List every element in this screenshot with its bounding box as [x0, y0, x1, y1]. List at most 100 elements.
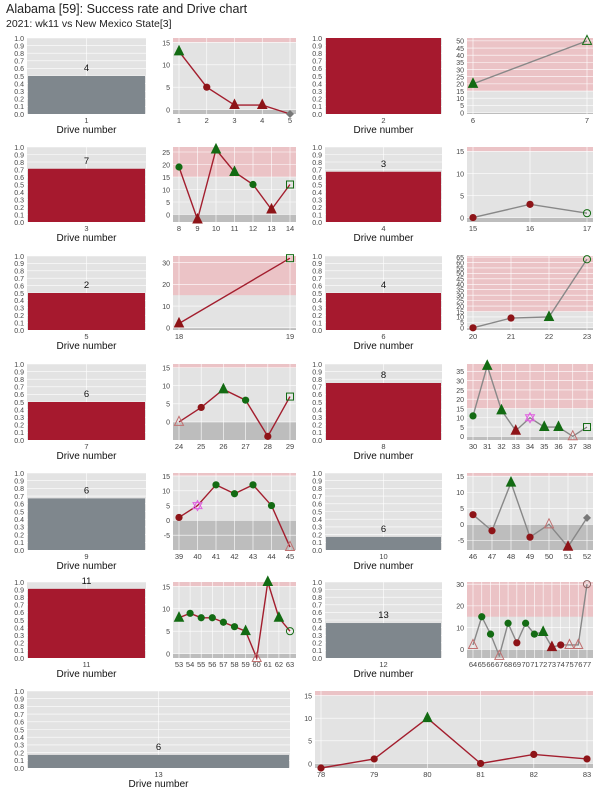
y-tick-label: 25	[456, 388, 464, 395]
plays-label: 2	[84, 280, 89, 291]
play-marker	[173, 44, 185, 56]
y-tick-label: 0.3	[14, 89, 24, 96]
y-tick-label: 1.0	[312, 36, 322, 43]
y-tick-label: 10	[456, 315, 464, 322]
play-marker	[510, 424, 522, 435]
x-tick-label: 5	[288, 116, 292, 125]
y-tick-label: 0.6	[14, 175, 24, 182]
y-tick-label: 0.2	[312, 532, 322, 539]
y-tick-label: 0.8	[312, 486, 322, 493]
x-tick-label: 34	[526, 442, 534, 451]
y-tick-label: 20	[456, 304, 464, 311]
x-tick-label: 24	[175, 442, 183, 451]
x-tick-label: 72	[539, 660, 547, 669]
y-tick-label: 0.7	[14, 494, 24, 501]
x-tick-label: 3	[232, 116, 236, 125]
plays-label: 6	[84, 389, 89, 400]
plays-label: 6	[381, 524, 386, 535]
x-tick-label: 6	[381, 332, 385, 341]
play-marker	[370, 755, 378, 763]
y-tick-label: -5	[458, 538, 464, 545]
play-marker	[210, 142, 222, 154]
y-tick-label: 0.5	[14, 182, 24, 189]
x-tick-label: 76	[574, 660, 582, 669]
x-tick-label: 69	[513, 660, 521, 669]
y-tick-label: 30	[456, 67, 464, 74]
x-tick-label: 2	[205, 116, 209, 125]
loss-zone-band	[467, 327, 593, 330]
drive-line	[472, 584, 588, 659]
play-marker	[266, 202, 277, 214]
x-tick-label: 44	[267, 552, 275, 561]
y-tick-label: 10	[456, 416, 464, 423]
drive-line	[472, 258, 588, 329]
y-tick-label: 0.2	[14, 97, 24, 104]
play-marker	[582, 580, 592, 589]
play-marker	[192, 212, 203, 224]
x-axis-title: Drive number	[353, 125, 414, 136]
y-tick-label: 0	[460, 110, 464, 117]
y-tick-label: 10	[162, 63, 170, 70]
play-marker	[286, 254, 294, 263]
y-tick-label: 0.8	[14, 704, 24, 711]
x-tick-label: 52	[583, 552, 591, 561]
play-marker	[583, 755, 591, 763]
success-bar	[326, 293, 441, 330]
y-tick-label: 0.0	[14, 112, 24, 119]
y-tick-label: 0.7	[312, 603, 322, 610]
success-bar	[326, 623, 441, 658]
y-tick-label: 0.9	[312, 43, 322, 50]
success-bar	[28, 498, 145, 550]
success-bar	[28, 588, 145, 658]
play-marker	[203, 83, 211, 91]
x-tick-label: 59	[241, 660, 249, 669]
y-tick-label: 0.3	[312, 633, 322, 640]
loss-zone-band	[315, 763, 593, 768]
y-tick-label: 55	[456, 266, 464, 273]
y-tick-label: 50	[456, 39, 464, 46]
y-tick-label: 0.8	[14, 595, 24, 602]
x-tick-label: 80	[423, 770, 431, 779]
y-tick-label: 0.6	[312, 392, 322, 399]
x-tick-label: 17	[583, 224, 591, 233]
x-tick-label: 8	[177, 224, 181, 233]
play-marker	[486, 630, 495, 638]
x-tick-label: 10	[379, 552, 387, 561]
y-tick-label: 0.4	[312, 517, 322, 524]
x-tick-label: 21	[507, 332, 515, 341]
y-tick-label: 20	[162, 282, 170, 289]
plays-label: 11	[82, 576, 92, 587]
x-tick-label: 23	[583, 332, 591, 341]
play-marker	[537, 625, 549, 636]
y-tick-label: 0.9	[312, 152, 322, 159]
y-tick-label: 0	[166, 212, 170, 219]
play-marker	[229, 98, 240, 110]
y-tick-label: 15	[456, 474, 464, 481]
x-tick-label: 46	[469, 552, 477, 561]
y-tick-label: 0.0	[312, 328, 322, 335]
play-marker	[175, 513, 183, 522]
play-marker	[264, 432, 272, 440]
x-tick-label: 15	[469, 224, 477, 233]
play-marker	[284, 540, 296, 552]
play-marker	[286, 110, 294, 118]
x-tick-label: 70	[521, 660, 529, 669]
y-tick-label: 0.4	[312, 298, 322, 305]
x-tick-label: 9	[195, 224, 199, 233]
x-tick-label: 81	[476, 770, 484, 779]
y-tick-label: 0.2	[14, 313, 24, 320]
y-tick-label: 15	[162, 40, 170, 47]
y-tick-label: 30	[456, 582, 464, 589]
y-tick-label: 0.9	[14, 43, 24, 50]
y-tick-label: 5	[166, 85, 170, 92]
y-tick-label: 0	[460, 434, 464, 441]
play-marker	[173, 611, 185, 622]
y-tick-label: 0.7	[312, 494, 322, 501]
y-tick-label: 0.6	[312, 283, 322, 290]
play-marker	[526, 200, 534, 208]
play-marker	[469, 511, 477, 519]
y-tick-label: 0.4	[312, 190, 322, 197]
y-tick-label: 5	[166, 200, 170, 207]
x-axis-title: Drive number	[56, 451, 117, 462]
y-tick-label: 0.6	[312, 66, 322, 73]
